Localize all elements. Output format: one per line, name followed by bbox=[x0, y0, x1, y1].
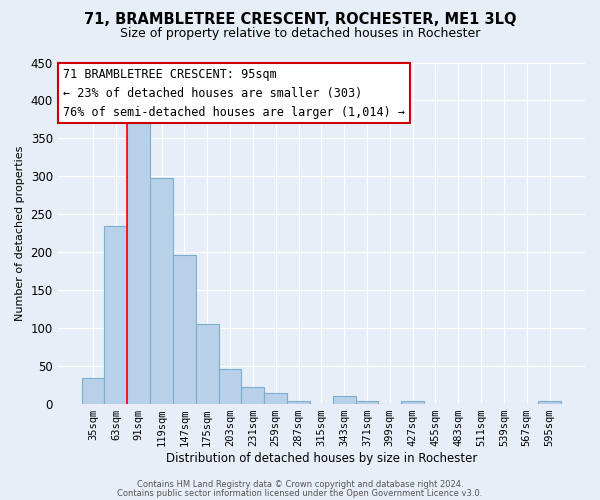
Bar bbox=[150, 178, 173, 404]
Bar bbox=[218, 369, 241, 404]
Bar bbox=[104, 226, 127, 404]
Text: Contains public sector information licensed under the Open Government Licence v3: Contains public sector information licen… bbox=[118, 488, 482, 498]
Bar bbox=[173, 254, 196, 404]
Text: Contains HM Land Registry data © Crown copyright and database right 2024.: Contains HM Land Registry data © Crown c… bbox=[137, 480, 463, 489]
Bar bbox=[82, 378, 104, 404]
Bar bbox=[333, 396, 356, 404]
Text: 71, BRAMBLETREE CRESCENT, ROCHESTER, ME1 3LQ: 71, BRAMBLETREE CRESCENT, ROCHESTER, ME1… bbox=[84, 12, 516, 28]
Bar bbox=[538, 401, 561, 404]
Bar bbox=[356, 401, 379, 404]
Bar bbox=[196, 324, 218, 404]
Text: Size of property relative to detached houses in Rochester: Size of property relative to detached ho… bbox=[120, 28, 480, 40]
Bar bbox=[401, 401, 424, 404]
Bar bbox=[264, 394, 287, 404]
X-axis label: Distribution of detached houses by size in Rochester: Distribution of detached houses by size … bbox=[166, 452, 477, 465]
Bar bbox=[287, 401, 310, 404]
Y-axis label: Number of detached properties: Number of detached properties bbox=[15, 146, 25, 321]
Bar bbox=[127, 123, 150, 404]
Text: 71 BRAMBLETREE CRESCENT: 95sqm
← 23% of detached houses are smaller (303)
76% of: 71 BRAMBLETREE CRESCENT: 95sqm ← 23% of … bbox=[63, 68, 405, 118]
Bar bbox=[241, 386, 264, 404]
